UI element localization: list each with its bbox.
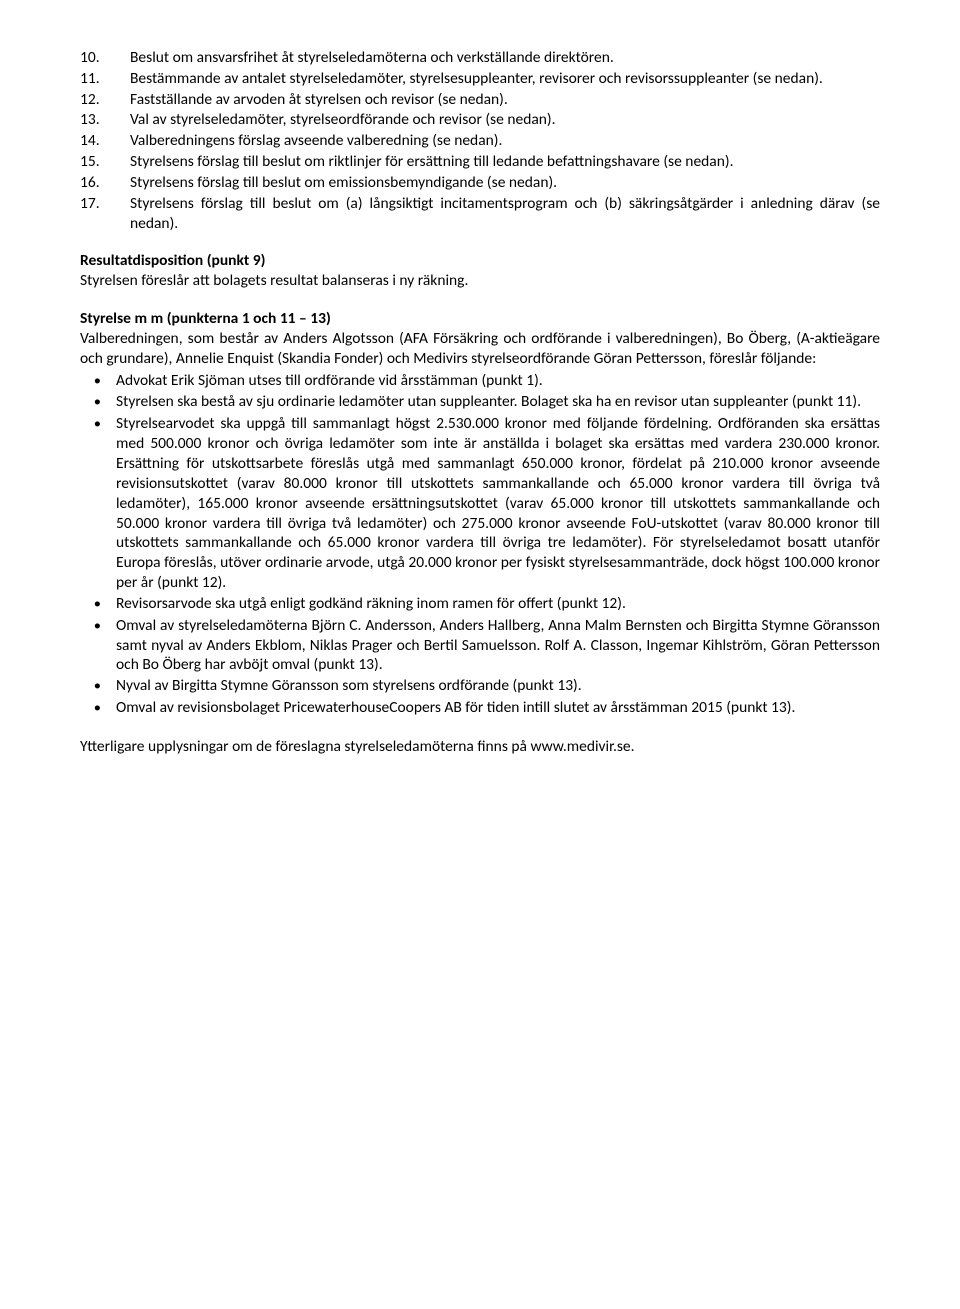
bullet-text: Advokat Erik Sjöman utses till ordförand…	[116, 371, 880, 392]
bullet-text: Styrelsearvodet ska uppgå till sammanlag…	[116, 414, 880, 592]
agenda-item: 13.Val av styrelseledamöter, styrelseord…	[80, 110, 880, 130]
bullet-icon: ●	[80, 676, 116, 697]
bullet-list: ●Advokat Erik Sjöman utses till ordföran…	[80, 371, 880, 719]
bullet-item: ●Advokat Erik Sjöman utses till ordföran…	[80, 371, 880, 392]
bullet-icon: ●	[80, 698, 116, 719]
bullet-item: ●Omval av revisionsbolaget Pricewaterhou…	[80, 698, 880, 719]
bullet-item: ●Styrelsearvodet ska uppgå till sammanla…	[80, 414, 880, 592]
bullet-item: ●Nyval av Birgitta Stymne Göransson som …	[80, 676, 880, 697]
bullet-icon: ●	[80, 414, 116, 592]
section-body: Styrelsen föreslår att bolagets resultat…	[80, 271, 880, 291]
agenda-item-number: 11.	[80, 69, 130, 89]
agenda-item: 11.Bestämmande av antalet styrelseledamö…	[80, 69, 880, 89]
agenda-item: 12.Fastställande av arvoden åt styrelsen…	[80, 90, 880, 110]
agenda-item-text: Beslut om ansvarsfrihet åt styrelseledam…	[130, 48, 880, 68]
section-title: Resultatdisposition (punkt 9)	[80, 251, 880, 271]
section-resultatdisposition: Resultatdisposition (punkt 9) Styrelsen …	[80, 251, 880, 291]
bullet-item: ●Revisorsarvode ska utgå enligt godkänd …	[80, 594, 880, 615]
bullet-item: ●Omval av styrelseledamöterna Björn C. A…	[80, 616, 880, 675]
bullet-icon: ●	[80, 594, 116, 615]
agenda-item: 16.Styrelsens förslag till beslut om emi…	[80, 173, 880, 193]
agenda-item-number: 10.	[80, 48, 130, 68]
agenda-item-text: Styrelsens förslag till beslut om (a) lå…	[130, 194, 880, 234]
agenda-item-text: Valberedningens förslag avseende valbere…	[130, 131, 880, 151]
section-intro: Valberedningen, som består av Anders Alg…	[80, 329, 880, 369]
bullet-icon: ●	[80, 392, 116, 413]
agenda-item-number: 14.	[80, 131, 130, 151]
agenda-item-text: Val av styrelseledamöter, styrelseordför…	[130, 110, 880, 130]
section-styrelse: Styrelse m m (punkterna 1 och 11 – 13) V…	[80, 309, 880, 719]
bullet-text: Revisorsarvode ska utgå enligt godkänd r…	[116, 594, 880, 615]
bullet-text: Nyval av Birgitta Stymne Göransson som s…	[116, 676, 880, 697]
agenda-item-number: 16.	[80, 173, 130, 193]
bullet-text: Omval av revisionsbolaget Pricewaterhous…	[116, 698, 880, 719]
agenda-item-number: 12.	[80, 90, 130, 110]
agenda-item-number: 17.	[80, 194, 130, 234]
agenda-item-number: 15.	[80, 152, 130, 172]
section-title: Styrelse m m (punkterna 1 och 11 – 13)	[80, 309, 880, 329]
agenda-item-text: Fastställande av arvoden åt styrelsen oc…	[130, 90, 880, 110]
agenda-item-number: 13.	[80, 110, 130, 130]
agenda-item: 15.Styrelsens förslag till beslut om rik…	[80, 152, 880, 172]
agenda-item: 14.Valberedningens förslag avseende valb…	[80, 131, 880, 151]
agenda-item-text: Bestämmande av antalet styrelseledamöter…	[130, 69, 880, 89]
bullet-text: Omval av styrelseledamöterna Björn C. An…	[116, 616, 880, 675]
bullet-icon: ●	[80, 371, 116, 392]
agenda-item-text: Styrelsens förslag till beslut om riktli…	[130, 152, 880, 172]
agenda-item: 17.Styrelsens förslag till beslut om (a)…	[80, 194, 880, 234]
agenda-item: 10.Beslut om ansvarsfrihet åt styrelsele…	[80, 48, 880, 68]
bullet-item: ●Styrelsen ska bestå av sju ordinarie le…	[80, 392, 880, 413]
bullet-text: Styrelsen ska bestå av sju ordinarie led…	[116, 392, 880, 413]
agenda-item-text: Styrelsens förslag till beslut om emissi…	[130, 173, 880, 193]
bullet-icon: ●	[80, 616, 116, 675]
agenda-list: 10.Beslut om ansvarsfrihet åt styrelsele…	[80, 48, 880, 233]
footer-note: Ytterligare upplysningar om de föreslagn…	[80, 737, 880, 757]
